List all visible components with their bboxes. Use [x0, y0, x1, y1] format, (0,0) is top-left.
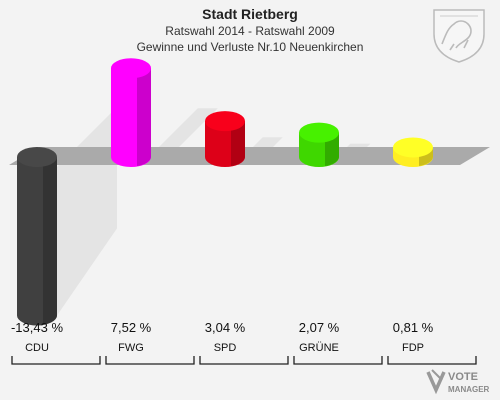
category-bracket	[105, 356, 195, 365]
bar-top	[17, 147, 57, 167]
coat-of-arms-icon	[433, 9, 485, 63]
bar-top	[111, 58, 151, 79]
category-bracket	[293, 356, 383, 365]
bar-side	[137, 68, 151, 166]
chart-subtitle: Ratswahl 2014 - Ratswahl 2009	[165, 24, 335, 38]
category-bracket	[11, 356, 101, 365]
category-label: CDU	[25, 342, 49, 354]
category-label: FDP	[402, 342, 424, 354]
bar-top	[299, 122, 339, 143]
category-label: SPD	[214, 342, 237, 354]
value-label: -13,43 %	[11, 320, 63, 335]
vote-manager-logo: VOTE MANAGER	[426, 369, 490, 395]
value-label: 3,04 %	[205, 320, 246, 335]
bar-side	[231, 121, 245, 166]
value-label: 0,81 %	[393, 320, 434, 335]
category-label: GRÜNE	[299, 342, 339, 354]
category-label: FWG	[118, 342, 144, 354]
category-bracket	[387, 356, 477, 365]
chart-title: Stadt Rietberg	[202, 6, 298, 22]
svg-text:VOTE: VOTE	[448, 371, 478, 383]
bar-shadow	[57, 107, 117, 316]
value-label: 2,07 %	[299, 320, 340, 335]
svg-text:MANAGER: MANAGER	[448, 385, 490, 394]
bar-top	[205, 111, 245, 132]
chart-subtitle-2: Gewinne und Verluste Nr.10 Neuenkirchen	[136, 40, 364, 54]
bar-shadow	[149, 108, 218, 157]
value-label: 7,52 %	[111, 320, 152, 335]
bar-top	[393, 137, 433, 158]
bar-side	[43, 157, 57, 325]
category-bracket	[199, 356, 289, 365]
